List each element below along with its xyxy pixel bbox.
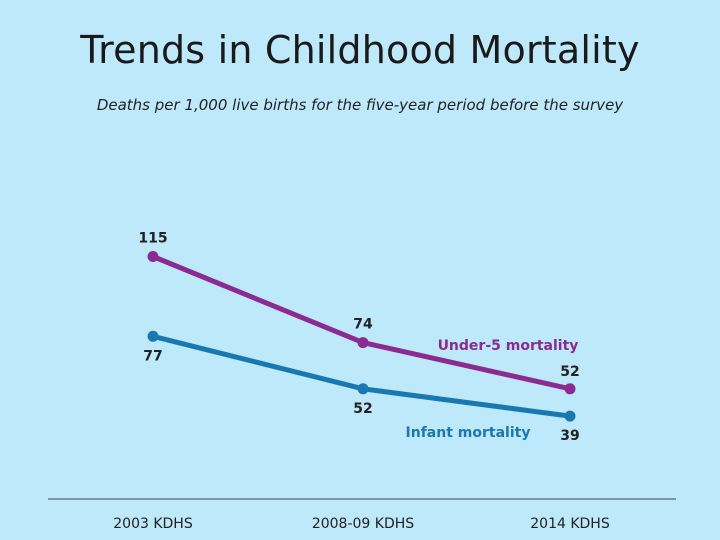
chart-title: Trends in Childhood Mortality [80,28,640,72]
infant-mortality-point-2 [564,410,576,422]
under-5-mortality-point-2 [564,383,576,395]
infant-mortality-point-1 [357,383,369,395]
infant-mortality-value-label-1: 52 [353,401,372,417]
under-5-mortality-value-label-1: 74 [353,317,373,333]
x-tick-label-1: 2008-09 KDHS [312,516,414,532]
infant-mortality-value-label-2: 39 [560,428,579,444]
under-5-mortality-point-0 [147,251,159,262]
infant-mortality-value-label-0: 77 [143,348,162,364]
infant-mortality-series-label: Infant mortality [406,425,531,441]
under-5-mortality-value-label-2: 52 [560,364,579,380]
chart-subtitle: Deaths per 1,000 live births for the fiv… [96,96,624,114]
under-5-mortality-value-label-0: 115 [138,231,167,247]
under-5-mortality-point-1 [357,337,369,349]
x-tick-label-2: 2014 KDHS [530,516,610,532]
infant-mortality-point-0 [147,330,159,342]
under-5-mortality-series-label: Under-5 mortality [438,338,579,354]
x-tick-label-0: 2003 KDHS [113,516,193,532]
